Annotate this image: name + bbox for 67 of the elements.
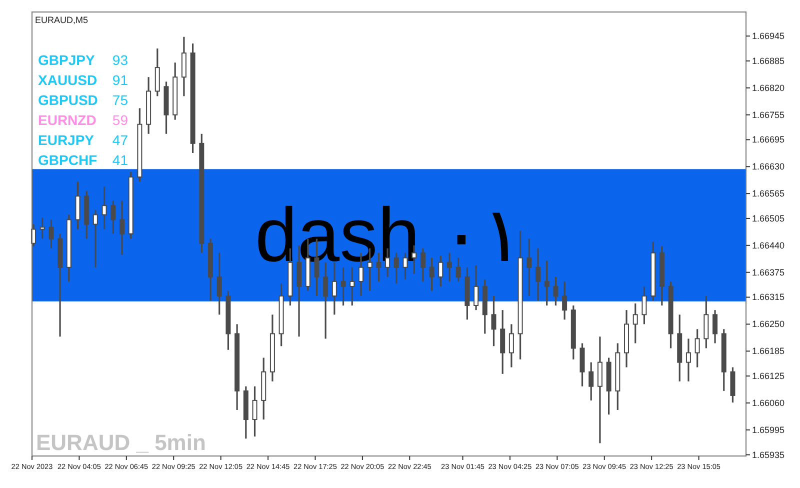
candlestick xyxy=(332,262,337,316)
y-tick-label: 1.66945 xyxy=(752,31,785,42)
category-label: XAUUSD xyxy=(38,72,98,88)
category-label: GBPUSD xyxy=(38,92,98,108)
y-tick-label: 1.66185 xyxy=(752,346,785,356)
candlestick xyxy=(535,248,540,302)
candlestick xyxy=(508,323,514,368)
y-tick-label: 1.66315 xyxy=(752,292,785,302)
candlestick xyxy=(154,48,160,97)
candlestick xyxy=(491,295,496,347)
candlestick xyxy=(544,260,550,306)
annotation: EURAUD _ 5min xyxy=(36,430,206,455)
chart-title: EURAUD,M5 xyxy=(35,15,88,25)
candlestick xyxy=(694,328,700,368)
candlestick xyxy=(420,248,426,282)
y-tick-label: 1.66375 xyxy=(752,267,785,278)
candlestick xyxy=(340,266,346,306)
category-label: GBPJPY xyxy=(38,52,96,68)
candlestick xyxy=(562,280,568,320)
data-label: 41 xyxy=(112,152,128,168)
candlestick xyxy=(323,262,328,340)
candlestick xyxy=(102,186,107,230)
candlestick xyxy=(580,342,585,388)
band-label: dash ۰۱ xyxy=(255,193,523,278)
y-tick-label: 1.66250 xyxy=(752,319,785,330)
y-tick-label: 1.66060 xyxy=(752,398,785,408)
candlestick xyxy=(500,309,506,375)
candlestick xyxy=(642,286,647,325)
candlestick xyxy=(75,180,80,230)
data-label: 47 xyxy=(112,132,128,148)
candlestick xyxy=(429,257,434,292)
y-tick-label: 1.66505 xyxy=(752,213,785,224)
candlestick xyxy=(588,362,594,402)
candlestick xyxy=(48,218,54,250)
candlestick xyxy=(632,302,638,344)
candlestick xyxy=(474,264,479,311)
candlestick xyxy=(92,209,98,268)
candlestick xyxy=(119,200,124,256)
y-tick-label: 1.66695 xyxy=(752,134,785,145)
category-label: EURNZD xyxy=(38,112,96,128)
candlestick xyxy=(438,254,444,288)
y-tick-label: 1.66820 xyxy=(752,82,785,93)
data-label: 75 xyxy=(112,92,128,108)
y-tick-label: 1.66755 xyxy=(752,110,785,120)
category-label: GBPCHF xyxy=(38,152,98,168)
candlestick xyxy=(526,238,532,297)
candlestick xyxy=(110,200,116,235)
y-tick-label: 1.66565 xyxy=(752,188,785,199)
data-label: 59 xyxy=(112,112,128,128)
candlestick xyxy=(252,386,258,438)
y-tick-label: 1.66630 xyxy=(752,162,785,172)
y-tick-label: 1.66125 xyxy=(752,370,785,381)
y-tick-label: 1.65935 xyxy=(752,450,785,460)
candlestick xyxy=(553,276,558,306)
candlestick xyxy=(216,252,222,316)
y-tick-label: 1.65995 xyxy=(752,424,785,435)
candlestick xyxy=(712,309,718,344)
y-tick-label: 1.66440 xyxy=(752,240,785,250)
candlestick xyxy=(446,252,452,282)
category-label: EURJPY xyxy=(38,132,95,148)
candlestick xyxy=(40,216,45,240)
candlestick xyxy=(686,338,691,382)
y-tick-label: 1.66885 xyxy=(752,56,785,66)
data-label: 91 xyxy=(112,72,128,88)
candlestick xyxy=(730,366,736,404)
data-label: 93 xyxy=(112,52,128,68)
candlestick xyxy=(350,266,355,306)
